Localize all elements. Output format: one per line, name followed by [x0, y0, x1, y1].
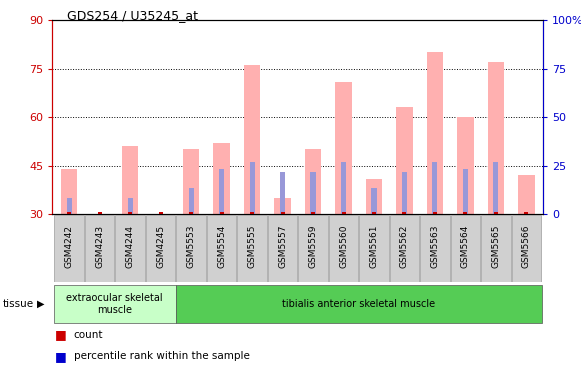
- Text: GDS254 / U35245_at: GDS254 / U35245_at: [67, 9, 198, 22]
- FancyBboxPatch shape: [55, 216, 84, 282]
- Bar: [274, 198, 291, 214]
- Bar: [213, 143, 230, 214]
- Bar: [188, 188, 193, 214]
- Bar: [518, 175, 535, 214]
- Text: GSM4244: GSM4244: [125, 225, 135, 268]
- Bar: [128, 198, 132, 214]
- FancyBboxPatch shape: [512, 216, 541, 282]
- FancyBboxPatch shape: [116, 216, 145, 282]
- Text: extraocular skeletal
muscle: extraocular skeletal muscle: [66, 293, 163, 315]
- FancyBboxPatch shape: [177, 216, 206, 282]
- Bar: [249, 163, 254, 214]
- Bar: [426, 52, 443, 214]
- Bar: [243, 66, 260, 214]
- FancyBboxPatch shape: [176, 285, 541, 323]
- FancyBboxPatch shape: [329, 216, 358, 282]
- Text: ▶: ▶: [37, 299, 44, 309]
- FancyBboxPatch shape: [54, 285, 176, 323]
- Bar: [487, 62, 504, 214]
- FancyBboxPatch shape: [85, 216, 114, 282]
- Text: GSM5566: GSM5566: [522, 225, 531, 268]
- Text: GSM4243: GSM4243: [95, 225, 104, 268]
- FancyBboxPatch shape: [420, 216, 450, 282]
- FancyBboxPatch shape: [451, 216, 480, 282]
- FancyBboxPatch shape: [390, 216, 419, 282]
- Text: GSM5561: GSM5561: [370, 225, 378, 268]
- Text: tibialis anterior skeletal muscle: tibialis anterior skeletal muscle: [282, 299, 435, 309]
- Bar: [341, 163, 346, 214]
- Text: GSM5555: GSM5555: [248, 225, 257, 268]
- Text: GSM5553: GSM5553: [187, 225, 196, 268]
- Bar: [365, 179, 382, 214]
- Text: GSM5554: GSM5554: [217, 225, 226, 268]
- FancyBboxPatch shape: [481, 216, 511, 282]
- Bar: [432, 163, 437, 214]
- Bar: [310, 172, 315, 214]
- Bar: [121, 146, 138, 214]
- Bar: [335, 82, 352, 214]
- FancyBboxPatch shape: [299, 216, 328, 282]
- Bar: [463, 169, 468, 214]
- Bar: [67, 198, 71, 214]
- Bar: [182, 149, 199, 214]
- FancyBboxPatch shape: [207, 216, 236, 282]
- FancyBboxPatch shape: [238, 216, 267, 282]
- FancyBboxPatch shape: [268, 216, 297, 282]
- Bar: [60, 169, 77, 214]
- Text: GSM5565: GSM5565: [492, 225, 500, 268]
- Bar: [457, 117, 474, 214]
- Bar: [219, 169, 224, 214]
- Bar: [402, 172, 407, 214]
- FancyBboxPatch shape: [146, 216, 175, 282]
- Text: GSM5563: GSM5563: [431, 225, 439, 268]
- FancyBboxPatch shape: [360, 216, 389, 282]
- Text: count: count: [74, 330, 103, 340]
- Bar: [396, 108, 413, 214]
- Text: GSM4245: GSM4245: [156, 225, 165, 268]
- Text: GSM5560: GSM5560: [339, 225, 348, 268]
- Text: GSM4242: GSM4242: [64, 225, 74, 268]
- Text: ■: ■: [55, 328, 67, 341]
- Text: GSM5562: GSM5562: [400, 225, 409, 268]
- Bar: [280, 172, 285, 214]
- Text: GSM5564: GSM5564: [461, 225, 470, 268]
- Text: tissue: tissue: [3, 299, 34, 309]
- Text: GSM5559: GSM5559: [309, 225, 317, 268]
- Bar: [371, 188, 376, 214]
- Text: percentile rank within the sample: percentile rank within the sample: [74, 351, 250, 361]
- Text: GSM5557: GSM5557: [278, 225, 287, 268]
- Bar: [493, 163, 498, 214]
- Text: ■: ■: [55, 350, 67, 363]
- Bar: [304, 149, 321, 214]
